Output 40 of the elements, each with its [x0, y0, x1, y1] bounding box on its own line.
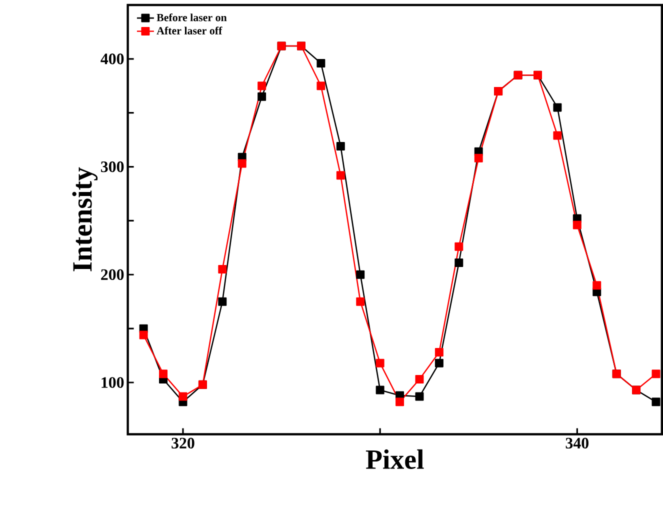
point: [258, 82, 266, 90]
point: [434, 348, 444, 356]
point: [336, 142, 345, 150]
x-tick-label: 320: [172, 438, 194, 448]
point: [159, 370, 168, 378]
legend-label: Before laser on: [156, 13, 227, 22]
point: [316, 82, 326, 90]
point: [139, 330, 148, 340]
point: [376, 386, 384, 394]
point: [218, 264, 227, 274]
point: [454, 258, 464, 267]
point: [178, 392, 188, 401]
point: [316, 58, 326, 68]
point: [356, 270, 365, 279]
point: [572, 220, 582, 230]
point: [238, 159, 246, 168]
y-tick-label: 400: [100, 53, 124, 64]
point: [434, 358, 444, 368]
point: [652, 370, 660, 378]
point: [415, 392, 424, 401]
point: [336, 171, 345, 180]
point: [218, 297, 227, 306]
point: [592, 281, 602, 290]
point: [415, 374, 424, 384]
point: [553, 103, 562, 112]
x-tick-label: 340: [566, 438, 588, 448]
point: [553, 131, 562, 140]
y-tick-label: 300: [101, 161, 124, 172]
legend-label: After laser off: [156, 26, 222, 34]
point: [652, 398, 660, 406]
point: [258, 92, 266, 101]
point: [454, 242, 464, 251]
y-tick-label: 100: [102, 377, 124, 388]
y-axis-title: Intensity: [72, 167, 98, 272]
point: [474, 154, 483, 162]
x-axis-title: Pixel: [366, 449, 424, 469]
point: [376, 358, 384, 368]
point: [356, 297, 365, 306]
y-tick-label: 200: [101, 269, 124, 280]
point: [396, 398, 404, 406]
